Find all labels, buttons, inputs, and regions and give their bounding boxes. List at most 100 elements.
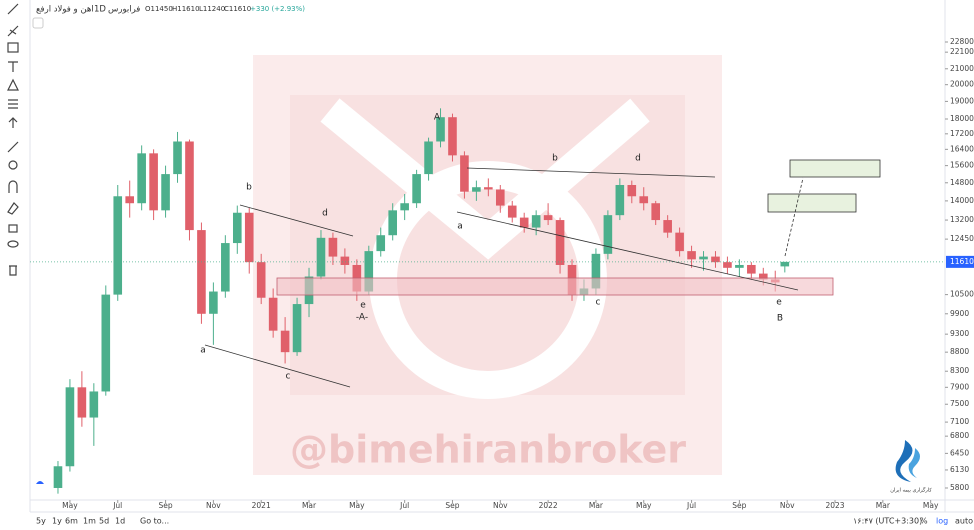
x-tick-label: Nov	[493, 501, 508, 510]
x-tick-label: Jul	[112, 501, 122, 510]
candle-body	[161, 174, 170, 211]
wave-label: -A-	[356, 313, 368, 323]
y-tick-label: 17200	[950, 129, 974, 138]
candle-body	[376, 235, 386, 252]
y-tick-label: 8800	[950, 347, 969, 356]
y-tick-label: 19000	[950, 96, 974, 105]
wave-label: d	[322, 209, 328, 219]
candle-body	[747, 264, 756, 274]
candle-body	[495, 189, 505, 206]
cloud-icon[interactable]	[36, 481, 44, 484]
percent-toggle[interactable]: %	[920, 517, 928, 526]
candle-body	[424, 141, 433, 175]
ohlc-close: C11610	[224, 5, 251, 13]
candle-body	[639, 196, 649, 204]
wave-label: A	[434, 113, 441, 123]
header: اهن و فولاد ارفع 1D فرابورس O11450 H1161…	[36, 5, 305, 15]
auto-toggle[interactable]: auto	[955, 517, 973, 526]
candle-body	[388, 210, 398, 236]
ohlc-high: H11610	[172, 5, 200, 13]
candle-body	[531, 215, 541, 228]
ohlc-low: L11240	[199, 5, 225, 13]
candle-body	[711, 256, 720, 263]
candle-body	[591, 253, 601, 289]
interval: 1D	[94, 5, 106, 15]
candle-body	[507, 205, 517, 218]
candle-body	[185, 141, 194, 231]
candle-body	[137, 153, 146, 204]
wave-label: e	[776, 298, 782, 308]
range-button[interactable]: 5d	[99, 517, 109, 526]
wave-label: a	[457, 222, 463, 232]
candle-body	[256, 262, 266, 298]
y-tick-label: 12450	[950, 234, 974, 243]
x-tick-label: May	[923, 501, 939, 510]
candle-body	[448, 117, 457, 156]
range-button[interactable]: 1d	[115, 517, 125, 526]
candle-body	[280, 330, 290, 353]
x-tick-label: Jul	[686, 501, 696, 510]
candle-body	[89, 391, 99, 418]
left-toolbar[interactable]	[7, 0, 44, 512]
candle-body	[268, 297, 278, 331]
candle-body	[77, 387, 87, 418]
x-tick-label: 2022	[539, 501, 558, 510]
candle-body	[113, 196, 123, 295]
change: +330 (+2.93%)	[250, 5, 305, 13]
y-tick-label: 6800	[950, 431, 969, 440]
wave-label: a	[200, 346, 206, 356]
candle-body	[758, 273, 768, 280]
candle-body	[555, 220, 565, 265]
x-tick-label: May	[349, 501, 365, 510]
y-tick-label: 7100	[950, 417, 969, 426]
candle-body	[412, 174, 421, 204]
y-tick-label: 14800	[950, 178, 974, 187]
candle-body	[699, 256, 708, 260]
range-button[interactable]: 5y	[36, 517, 46, 526]
wave-label: B	[777, 314, 783, 324]
y-tick-label: 9900	[950, 309, 969, 318]
candle-body	[316, 237, 326, 277]
candle-body	[603, 215, 613, 254]
x-tick-label: Jul	[399, 501, 409, 510]
range-button[interactable]: 1y	[52, 517, 62, 526]
candle-body	[101, 294, 111, 392]
candle-body	[221, 243, 230, 292]
candle-body	[328, 237, 338, 257]
watermark-text: @bimehiranbroker	[290, 428, 686, 472]
wave-label: e	[360, 301, 366, 311]
candle-body	[209, 291, 218, 314]
collapse-button[interactable]	[32, 17, 44, 29]
y-tick-label: 14000	[950, 196, 974, 205]
candle-body	[340, 256, 350, 265]
x-tick-label: Mar	[876, 501, 891, 510]
log-toggle[interactable]: log	[936, 517, 948, 526]
x-tick-label: May	[62, 501, 78, 510]
goto-button[interactable]: Go to...	[140, 517, 169, 526]
ohlc-open: O11450	[145, 5, 173, 13]
x-tick-label: Sep	[732, 501, 746, 510]
range-button[interactable]: 6m	[65, 517, 78, 526]
candle-body	[53, 466, 63, 488]
x-tick-label: 2023	[825, 501, 844, 510]
y-tick-label: 7500	[950, 399, 969, 408]
candle-body	[232, 212, 242, 244]
x-tick-label: May	[636, 501, 652, 510]
candle-body	[484, 187, 493, 190]
candle-body	[149, 153, 158, 211]
candle-body	[65, 387, 75, 467]
x-tick-label: Sep	[158, 501, 172, 510]
x-tick-label: Mar	[589, 501, 604, 510]
candle-body	[197, 230, 206, 314]
broker-logo: کارگزاری بیمه ایران	[890, 440, 932, 494]
range-button[interactable]: 1m	[83, 517, 96, 526]
candle-body	[472, 187, 481, 192]
drawings	[204, 159, 881, 388]
x-tick-label: Sep	[445, 501, 459, 510]
candle-body	[735, 264, 744, 268]
candle-body	[723, 262, 732, 268]
exchange: فرابورس	[108, 5, 140, 15]
candle-body	[519, 217, 529, 228]
y-tick-label: 16400	[950, 144, 974, 153]
x-tick-label: Nov	[206, 501, 221, 510]
